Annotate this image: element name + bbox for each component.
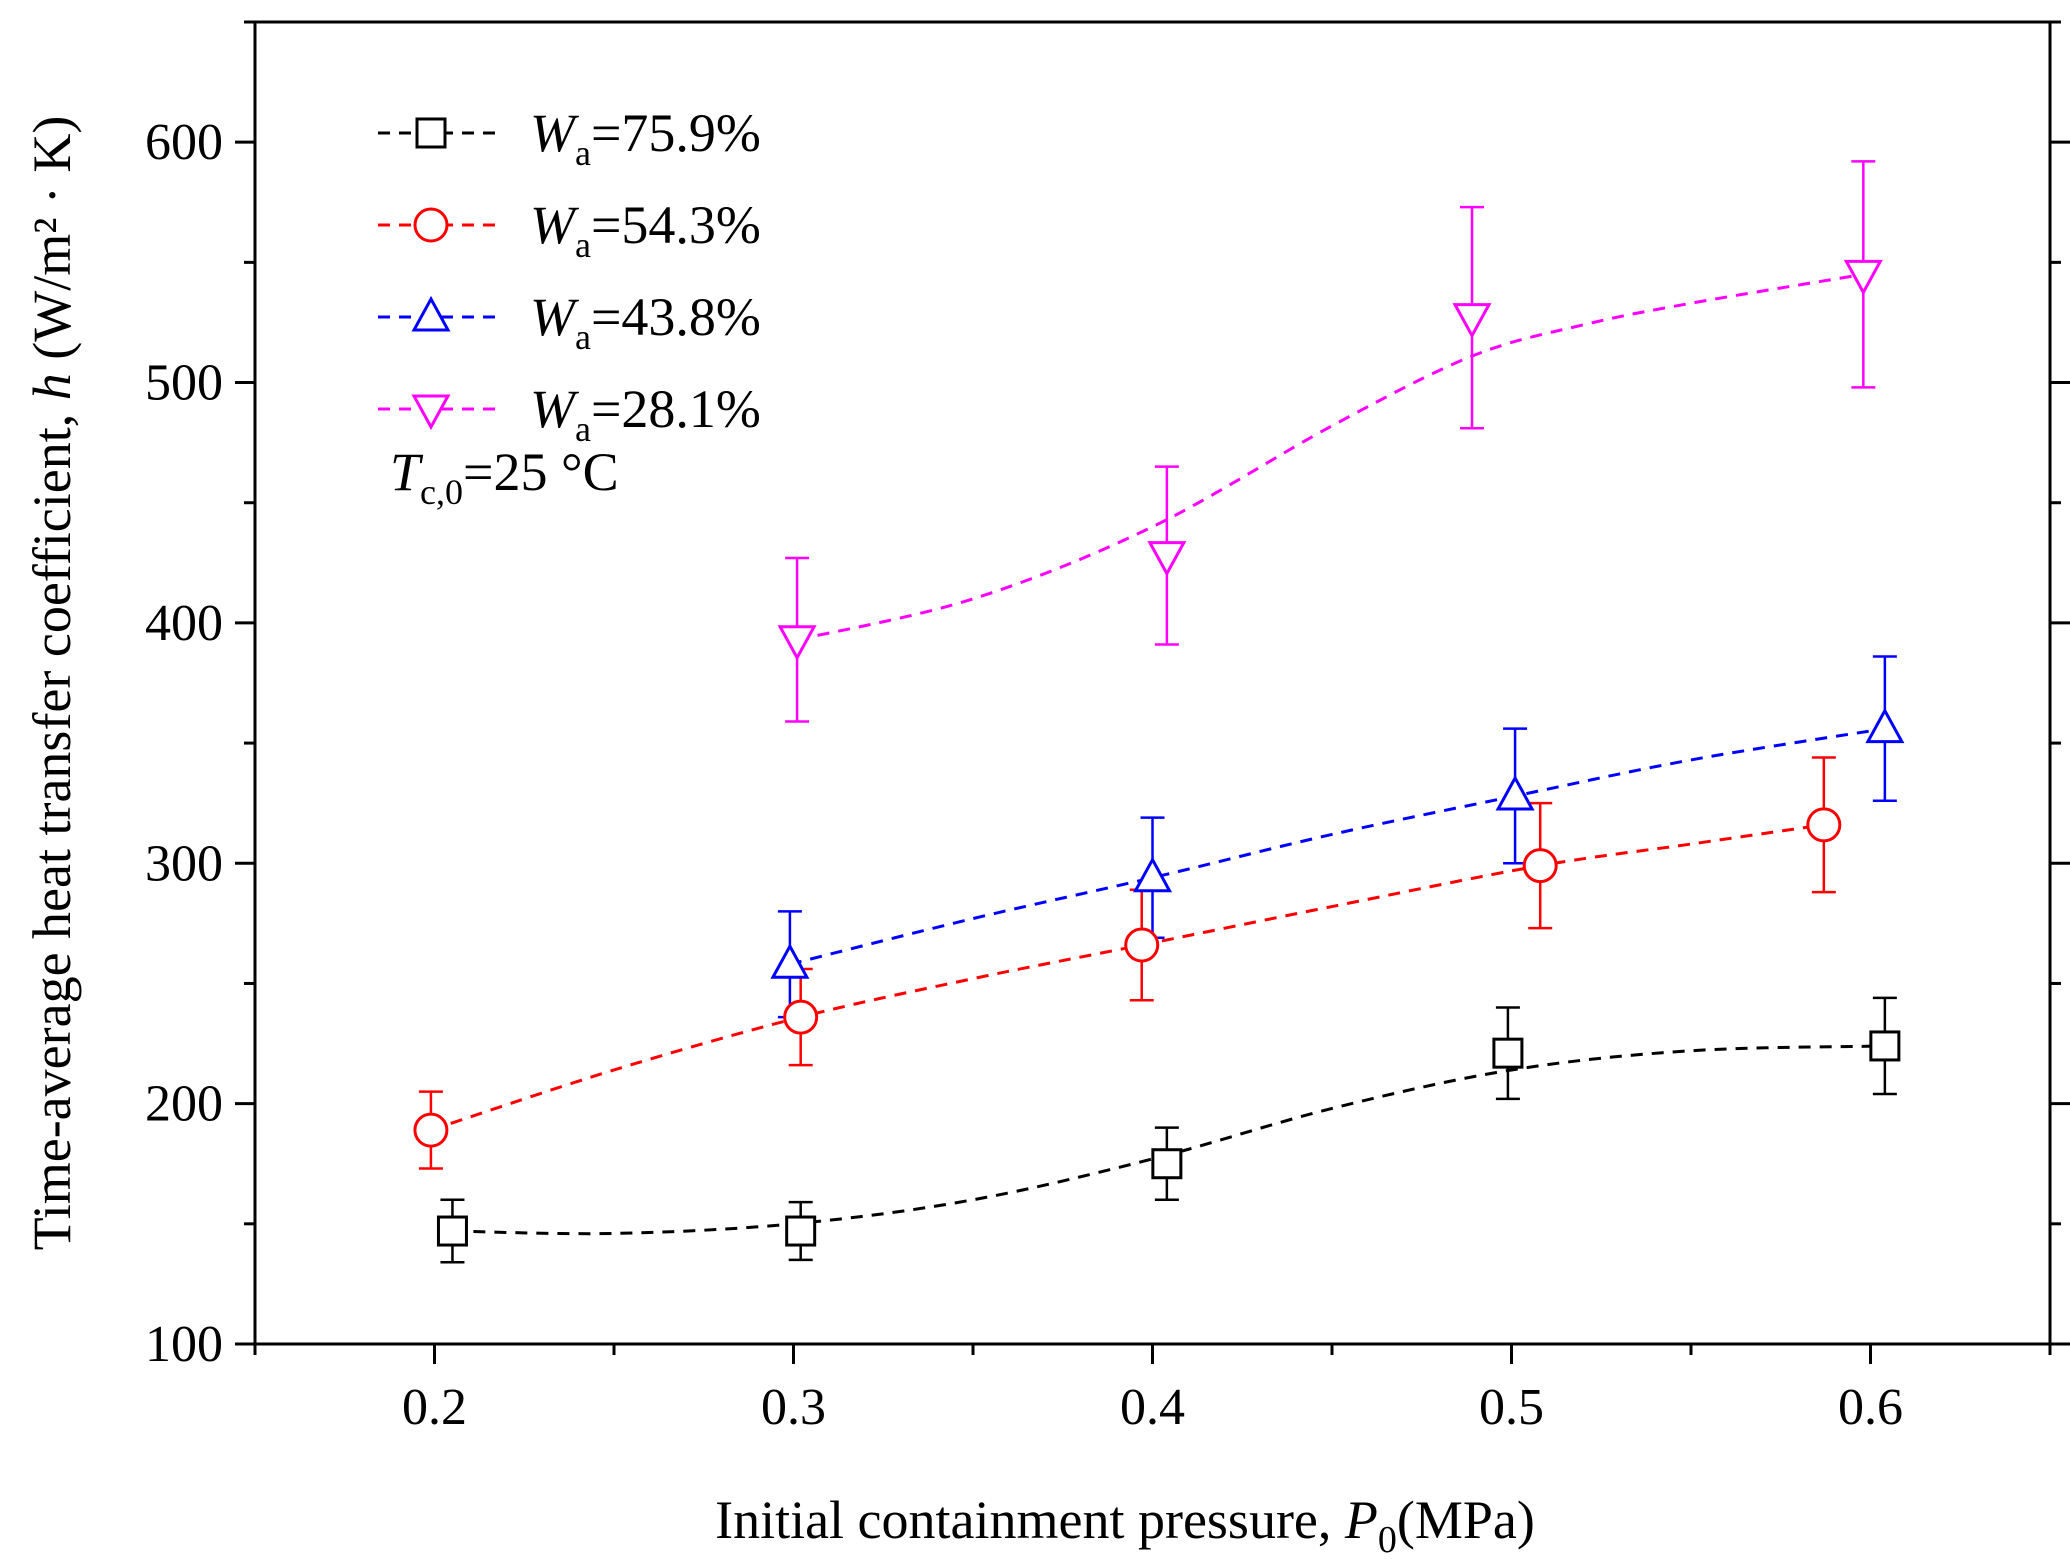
annotation-text: =25 °C [463, 442, 619, 502]
y-tick-label: 500 [145, 355, 223, 412]
y-tick-label: 400 [145, 595, 223, 652]
data-point [777, 625, 817, 661]
data-point [1522, 848, 1558, 884]
fit-curve-3 [796, 272, 1864, 642]
legend-label-value: =43.8% [591, 287, 761, 347]
legend-label-var: W [530, 379, 580, 439]
legend: Wa=75.9%Wa=54.3%Wa=43.8%Wa=28.1% [378, 103, 761, 449]
y-axis-title-unit: (W/m² · K) [22, 116, 82, 374]
data-point [770, 943, 810, 979]
x-axis-title-sub: 0 [1378, 1519, 1397, 1561]
legend-label: Wa=43.8% [530, 287, 761, 357]
fit-curve-0 [452, 1044, 1885, 1236]
data-point [1843, 259, 1883, 296]
data-point [1147, 541, 1187, 577]
data-point [783, 999, 819, 1035]
y-axis-title: Time-average heat transfer coefficient, … [22, 116, 82, 1251]
x-tick-label: 0.5 [1479, 1379, 1544, 1436]
data-point [1495, 774, 1535, 811]
x-tick-label: 0.4 [1120, 1379, 1185, 1436]
legend-marker [411, 394, 451, 431]
x-axis-title-prefix: Initial containment pressure, [715, 1490, 1345, 1550]
legend-label-value: =54.3% [591, 195, 761, 255]
legend-label-value: =28.1% [591, 379, 761, 439]
legend-label-var: W [530, 195, 580, 255]
annotation-var: T [390, 442, 424, 502]
x-tick-label: 0.6 [1838, 1379, 1903, 1436]
legend-label: Wa=54.3% [530, 195, 761, 265]
y-axis-title-var: h [22, 373, 82, 400]
legend-label-sub: a [575, 133, 591, 173]
data-point [1151, 1148, 1183, 1180]
legend-label-sub: a [575, 225, 591, 265]
annotation-sub: c,0 [420, 472, 463, 512]
legend-marker [415, 117, 447, 149]
x-tick-label: 0.2 [402, 1379, 467, 1436]
fit-curve-2 [789, 727, 1886, 966]
plot-area [253, 20, 2052, 1346]
data-point [1132, 856, 1173, 893]
tick-labels: 0.2 0.3 0.4 0.5 0.6 100 200 300 400 500 600 [145, 114, 1903, 1436]
legend-label-var: W [530, 287, 580, 347]
legend-label-var: W [530, 103, 580, 163]
legend-label-sub: a [575, 409, 591, 449]
y-axis-title-prefix: Time-average heat transfer coefficient, [22, 400, 82, 1250]
annotation: Tc,0=25 °C [390, 442, 619, 512]
legend-label-sub: a [575, 317, 591, 357]
data-point [785, 1215, 817, 1247]
fit-curve-1 [430, 823, 1825, 1132]
x-axis-title-unit: (MPa) [1397, 1490, 1535, 1550]
data-point [436, 1215, 468, 1247]
y-tick-label: 600 [145, 114, 223, 171]
axis-ticks [235, 20, 2070, 1364]
legend-label: Wa=28.1% [530, 379, 761, 449]
legend-label: Wa=75.9% [530, 103, 761, 173]
data-point [1124, 927, 1160, 963]
y-tick-label: 100 [145, 1316, 223, 1373]
data-point [1869, 1030, 1901, 1062]
data-point [1452, 303, 1492, 339]
x-tick-label: 0.3 [761, 1379, 826, 1436]
data-point [413, 1112, 449, 1148]
data-markers [413, 259, 1905, 1247]
y-tick-label: 300 [145, 835, 223, 892]
legend-marker [411, 295, 451, 332]
y-tick-label: 200 [145, 1076, 223, 1133]
data-point [1806, 807, 1842, 843]
legend-marker [413, 207, 449, 243]
data-point [1865, 707, 1905, 744]
x-axis-title-var: P [1344, 1490, 1378, 1550]
data-point [1492, 1037, 1524, 1069]
x-axis-title: Initial containment pressure, P0(MPa) [715, 1490, 1535, 1561]
legend-label-value: =75.9% [591, 103, 761, 163]
